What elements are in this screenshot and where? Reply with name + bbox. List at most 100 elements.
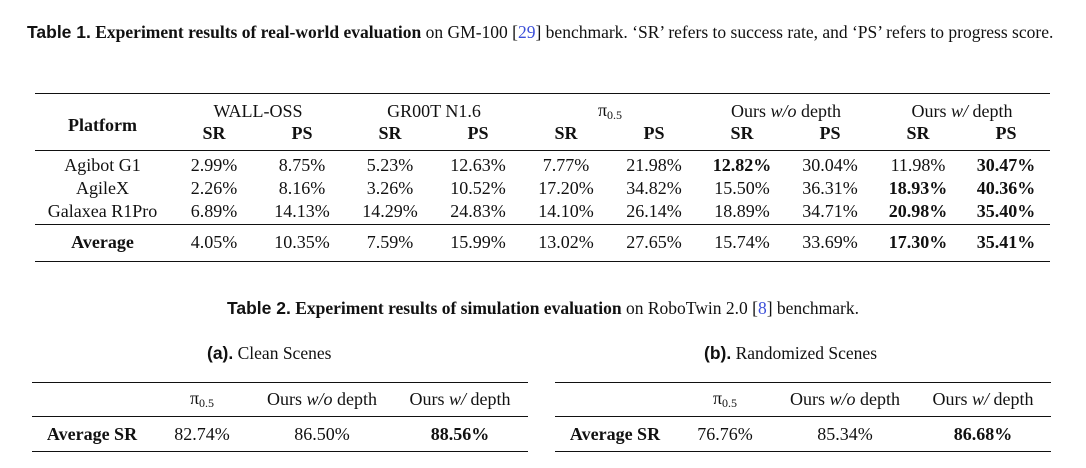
metric-header: PS xyxy=(643,123,665,143)
subtable-label: (b). xyxy=(704,343,732,363)
table-cell: 26.14% xyxy=(626,201,682,222)
subtable-label: (a). xyxy=(207,343,234,363)
row-label: Average xyxy=(71,232,134,252)
metric-header: PS xyxy=(819,123,841,143)
subtable-title: Clean Scenes xyxy=(237,343,332,363)
caption-label: Table 1. xyxy=(27,22,91,42)
table-row: AgileX 2.26% 8.16% 3.26% 10.52% 17.20% 34.82% 1… xyxy=(35,176,1050,200)
header-row: Platform WALL-OSS GR00T N1.6 π0.5 Ours w/o d… xyxy=(35,94,1050,135)
header-subscript: 0.5 xyxy=(607,108,623,122)
table-cell: 76.76% xyxy=(697,423,753,444)
header-text: depth xyxy=(993,389,1034,409)
group-header: GR00T N1.6 xyxy=(346,94,522,124)
metric-header: SR xyxy=(906,123,930,143)
column-header: π0.5 xyxy=(152,383,252,417)
row-label: AgileX xyxy=(76,177,129,198)
header-row: π0.5 Ours w/o depth Ours w/ depth xyxy=(32,383,528,417)
subtable: π0.5 Ours w/o depth Ours w/ depth Average S… xyxy=(555,382,1051,452)
header-text: depth xyxy=(337,389,377,409)
table-cell: 82.74% xyxy=(174,423,230,444)
table-cell: 14.29% xyxy=(362,201,418,222)
caption-text: on GM-100 [ xyxy=(421,22,518,42)
table-cell: 7.59% xyxy=(366,232,414,252)
table2-caption: Table 2. Experiment results of simulatio… xyxy=(0,296,1086,321)
table-row: Average SR 76.76% 85.34% 86.68% xyxy=(555,417,1051,452)
caption-text: on RoboTwin 2.0 [ xyxy=(621,298,758,318)
table-cell: 35.41% xyxy=(976,232,1036,252)
table-cell: 12.63% xyxy=(450,155,506,175)
header-text: π xyxy=(597,100,608,120)
header-text: Ours xyxy=(911,101,947,121)
table-cell: 3.26% xyxy=(366,177,414,198)
table-cell: 33.69% xyxy=(802,232,858,252)
column-header: Platform xyxy=(68,114,137,135)
table-cell: 2.99% xyxy=(190,155,238,175)
header-text: depth xyxy=(860,389,900,409)
header-italic: w/ xyxy=(971,389,989,409)
table-cell: 36.31% xyxy=(802,177,858,198)
table-row: Average SR 82.74% 86.50% 88.56% xyxy=(32,417,528,452)
caption-label: Table 2. xyxy=(226,298,291,318)
table-cell: 5.23% xyxy=(366,155,414,175)
row-label: Average SR xyxy=(569,423,661,444)
subtable-caption: (a). Clean Scenes xyxy=(207,343,331,364)
table-cell: 4.05% xyxy=(190,232,238,252)
column-header: π0.5 xyxy=(675,383,775,417)
table-cell: 13.02% xyxy=(538,232,594,252)
table-cell: 17.30% xyxy=(888,232,948,252)
group-header: π0.5 xyxy=(522,94,698,124)
header-row: π0.5 Ours w/o depth Ours w/ depth xyxy=(555,383,1051,417)
row-label: Galaxea R1Pro xyxy=(47,201,158,222)
table-cell: 85.34% xyxy=(817,423,873,444)
header-text: depth xyxy=(470,389,511,409)
table-cell: 17.20% xyxy=(538,177,594,198)
table-cell: 34.71% xyxy=(802,201,858,222)
table-head: π0.5 Ours w/o depth Ours w/ depth xyxy=(555,383,1051,417)
corner-cell xyxy=(32,383,152,417)
group-header: WALL-OSS xyxy=(170,94,346,124)
table-body: Average SR 76.76% 85.34% 86.68% xyxy=(555,417,1051,452)
row-label: Agibot G1 xyxy=(64,155,141,175)
row-label: Average SR xyxy=(46,423,138,444)
header-italic: w/ xyxy=(448,389,466,409)
metric-header: SR xyxy=(730,123,754,143)
table-cell: 88.56% xyxy=(430,423,490,444)
header-text: depth xyxy=(972,101,1013,121)
header-text: π xyxy=(189,388,200,408)
citation[interactable]: 8 xyxy=(757,298,767,318)
table-cell: 12.82% xyxy=(712,155,772,175)
metric-header: PS xyxy=(467,123,489,143)
column-header: Ours w/o depth xyxy=(252,383,392,417)
table-cell: 8.16% xyxy=(278,177,326,198)
table-cell: 15.50% xyxy=(714,177,770,198)
subtable-title: Randomized Scenes xyxy=(735,343,878,363)
header-text: Ours xyxy=(266,389,302,409)
table-cell: 18.93% xyxy=(888,177,948,198)
table-cell: 18.89% xyxy=(714,201,770,222)
subtable: π0.5 Ours w/o depth Ours w/ depth Average S… xyxy=(32,382,528,452)
table-row: Galaxea R1Pro 6.89% 14.13% 14.29% 24.83% 14.1… xyxy=(35,200,1050,224)
table-cell: 15.74% xyxy=(714,232,770,252)
subtable-caption: (b). Randomized Scenes xyxy=(704,343,877,364)
table-cell: 20.98% xyxy=(888,201,948,222)
table-cell: 7.77% xyxy=(542,155,590,175)
table-cell: 30.04% xyxy=(802,155,858,175)
header-italic: w/o xyxy=(306,389,333,409)
header-text: WALL-OSS xyxy=(213,101,303,121)
column-header: Ours w/ depth xyxy=(915,383,1051,417)
metric-header: SR xyxy=(554,123,578,143)
header-text: depth xyxy=(801,101,842,121)
table-cell: 14.10% xyxy=(538,201,594,222)
table-cell: 10.35% xyxy=(274,232,330,252)
table-cell: 27.65% xyxy=(626,232,682,252)
header-subscript: 0.5 xyxy=(199,396,215,410)
table-cell: 11.98% xyxy=(890,155,946,175)
citation[interactable]: 29 xyxy=(517,22,536,42)
column-header: Ours w/o depth xyxy=(775,383,915,417)
caption-title: Experiment results of real-world evaluat… xyxy=(95,22,422,42)
table-cell: 6.89% xyxy=(190,201,238,222)
table-row: Agibot G1 2.99% 8.75% 5.23% 12.63% 7.77% 21.98… xyxy=(35,151,1050,177)
header-italic: w/ xyxy=(951,101,969,121)
metric-header: PS xyxy=(291,123,313,143)
